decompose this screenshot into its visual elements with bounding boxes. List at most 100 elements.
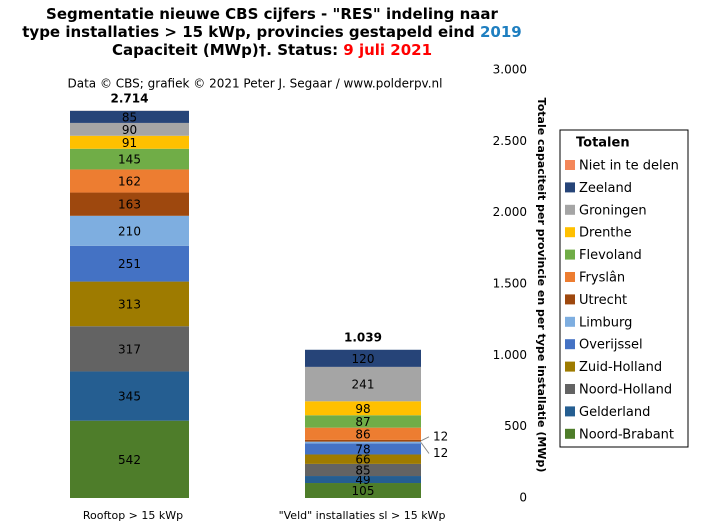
data-label: 345 (118, 390, 141, 404)
bar-segment (70, 326, 189, 372)
data-label: 12 (433, 429, 448, 443)
bar-segment (305, 454, 421, 464)
data-label: 66 (355, 453, 370, 467)
data-label: 12 (433, 446, 448, 460)
legend-swatch (565, 428, 575, 439)
total-label: 1.039 (344, 330, 382, 344)
bar-segment (70, 192, 189, 216)
legend-label: Zeeland (579, 181, 632, 196)
title-part: type installaties > 15 kWp, provincies g… (22, 23, 480, 41)
bar-segment (70, 169, 189, 193)
legend-swatch (565, 294, 575, 305)
legend-title: Totalen (576, 136, 630, 151)
bar-segment (305, 483, 421, 498)
data-label: 542 (118, 453, 141, 467)
legend-swatch (565, 249, 575, 260)
y-tick-label: 1.500 (493, 277, 527, 291)
legend-label: Flevoland (579, 248, 642, 263)
y-tick-label: 2.000 (493, 205, 527, 219)
data-label: 90 (122, 123, 137, 137)
legend-label: Groningen (579, 203, 647, 218)
data-label: 241 (352, 378, 375, 392)
legend-label: Gelderland (579, 405, 650, 420)
bar-segment (70, 110, 189, 123)
bar-segment (305, 427, 421, 440)
data-label: 91 (122, 136, 137, 150)
data-label: 105 (352, 484, 375, 498)
x-tick-label: Rooftop > 15 kWp (83, 509, 183, 522)
legend-label: Niet in te delen (579, 159, 679, 174)
legend-swatch (565, 406, 575, 417)
legend-swatch (565, 227, 575, 238)
bar-segment (305, 401, 421, 416)
legend-swatch (565, 316, 575, 327)
x-tick-label: "Veld" installaties sl > 15 kWp (279, 509, 446, 522)
total-label: 2.714 (111, 91, 149, 105)
y-tick-label: 500 (504, 419, 527, 433)
legend-swatch (565, 204, 575, 215)
data-label: 162 (118, 174, 141, 188)
bar-segment (305, 463, 421, 477)
data-label: 85 (355, 463, 370, 477)
bar-segment (305, 476, 421, 484)
data-label: 163 (118, 198, 141, 212)
leader-line (420, 436, 430, 442)
title-part: Capaciteit (MWp)†. Status: (112, 41, 343, 59)
y-tick-label: 2.500 (493, 134, 527, 148)
bar-segment (70, 245, 189, 282)
chart-title: Segmentatie nieuwe CBS cijfers - "RES" i… (46, 5, 498, 23)
y-tick-label: 0 (519, 491, 527, 505)
legend-label: Utrecht (579, 293, 627, 308)
title-part: 9 juli 2021 (343, 41, 432, 59)
data-label: 313 (118, 297, 141, 311)
legend-box (559, 129, 689, 448)
bar-segment (70, 135, 189, 149)
bar-segment (70, 420, 189, 498)
bar-segment (305, 443, 421, 455)
bar-segment (305, 415, 421, 428)
legend-label: Fryslân (579, 271, 625, 286)
bar-segment (305, 349, 421, 367)
legend-swatch (565, 160, 575, 170)
legend-label: Zuid-Holland (579, 360, 662, 375)
data-label: 87 (355, 415, 370, 429)
bar-segment (70, 215, 189, 246)
title-part: 2019 (480, 23, 522, 41)
data-label: 145 (118, 153, 141, 167)
bar-segment (305, 366, 421, 402)
legend-swatch (565, 361, 575, 372)
subtitle: Data © CBS; grafiek © 2021 Peter J. Sega… (68, 77, 443, 91)
data-label: 85 (122, 110, 137, 124)
bar-segment (305, 441, 421, 444)
bar-segment (70, 122, 189, 136)
bar-segment (70, 281, 189, 327)
chart-title: Capaciteit (MWp)†. Status: 9 juli 2021 (112, 41, 432, 59)
y-tick-label: 1.000 (493, 348, 527, 362)
data-label: 78 (355, 442, 370, 456)
data-label: 49 (355, 473, 370, 487)
legend-swatch (565, 384, 575, 394)
legend-label: Noord-Brabant (579, 427, 674, 442)
data-label: 120 (352, 352, 375, 366)
data-label: 98 (355, 402, 370, 416)
data-label: 86 (355, 427, 370, 441)
bar-segment (70, 371, 189, 421)
legend-label: Drenthe (579, 226, 632, 241)
leader-line (420, 442, 430, 454)
title-part: Segmentatie nieuwe CBS cijfers - "RES" i… (46, 5, 498, 23)
legend-label: Noord-Holland (579, 383, 672, 398)
y-axis-label: Totale capaciteit per provincie en per t… (535, 98, 548, 473)
legend-label: Overijssel (579, 338, 643, 353)
legend-swatch (565, 182, 575, 193)
data-label: 251 (118, 257, 141, 271)
legend-label: Limburg (579, 315, 632, 330)
data-label: 317 (118, 342, 141, 356)
chart-title: type installaties > 15 kWp, provincies g… (22, 23, 521, 41)
bar-segment (305, 439, 421, 442)
data-label: 210 (118, 224, 141, 238)
legend-swatch (565, 272, 575, 282)
bar-segment (70, 148, 189, 170)
legend-swatch (565, 339, 575, 350)
y-tick-label: 3.000 (493, 63, 527, 77)
